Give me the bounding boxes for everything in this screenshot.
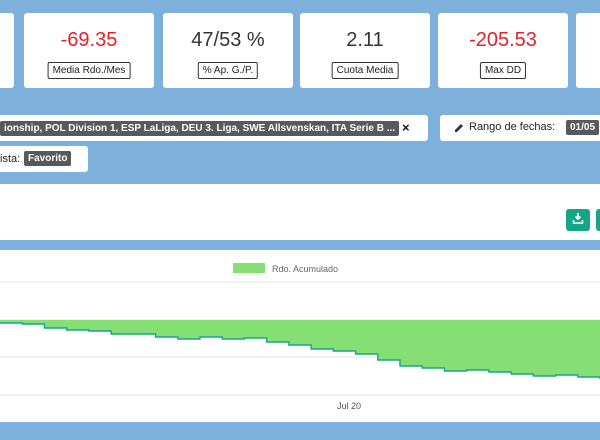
stat-value-cuota-media: 2.11 xyxy=(346,29,384,51)
series-area-rdo-acumulado xyxy=(0,320,600,379)
cumulative-result-chart: Rdo. Acumulado Jul 20 xyxy=(0,263,600,411)
date-range-label: Rango de fechas: xyxy=(469,121,556,133)
stat-card-left-partial xyxy=(0,13,14,88)
leagues-remove-icon[interactable]: × xyxy=(402,120,410,135)
stat-card-right-partial xyxy=(576,13,600,88)
date-range-value: 01/05 xyxy=(566,120,600,135)
stat-label-max-dd: Max DD xyxy=(479,62,527,79)
stat-card-ap-gp: 47/53 % % Ap. G./P. xyxy=(163,13,293,88)
stat-label-media-rdo: Media Rdo./Mes xyxy=(47,62,131,79)
toolbar-panel xyxy=(0,184,600,240)
second-action-button[interactable] xyxy=(596,209,600,231)
list-label: ista: xyxy=(0,153,21,165)
stat-card-cuota-media: 2.11 Cuota Media xyxy=(300,13,430,88)
x-tick-label: Jul 20 xyxy=(337,401,361,411)
list-value-tag: Favorito xyxy=(24,151,72,166)
date-range-filter[interactable]: Rango de fechas: 01/05 xyxy=(440,115,600,141)
list-filter[interactable]: ista: Favorito xyxy=(0,146,88,172)
series-line-rdo-acumulado xyxy=(0,322,600,379)
legend-swatch-rdo-acumulado xyxy=(233,263,265,273)
stat-value-ap-gp: 47/53 % xyxy=(191,29,265,51)
stat-label-cuota-media: Cuota Media xyxy=(331,62,399,79)
chart-panel: Rdo. Acumulado Jul 20 xyxy=(0,250,600,422)
stat-label-ap-gp: % Ap. G./P. xyxy=(197,62,259,79)
pencil-icon xyxy=(453,121,465,133)
legend-label-rdo-acumulado: Rdo. Acumulado xyxy=(272,264,338,274)
leagues-filter[interactable]: ionship, POL Division 1, ESP LaLiga, DEU… xyxy=(0,115,428,141)
stat-card-max-dd: -205.53 Max DD xyxy=(438,13,568,88)
stat-value-media-rdo: -69.35 xyxy=(60,29,118,51)
download-icon xyxy=(572,211,584,229)
leagues-tag: ionship, POL Division 1, ESP LaLiga, DEU… xyxy=(0,121,400,136)
stat-card-media-rdo: -69.35 Media Rdo./Mes xyxy=(24,13,154,88)
download-button[interactable] xyxy=(566,209,590,231)
stat-value-max-dd: -205.53 xyxy=(469,29,537,51)
